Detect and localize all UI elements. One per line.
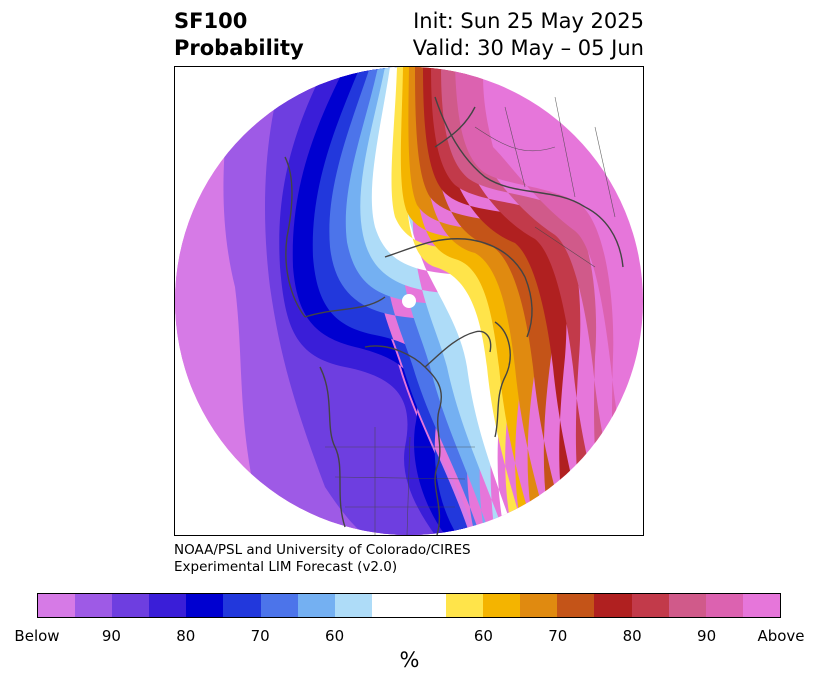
colorbar-swatch [112, 594, 150, 617]
coastlines [284, 96, 624, 535]
probability-map [174, 66, 644, 536]
colorbar [37, 593, 781, 618]
forecast-dates: Init: Sun 25 May 2025 Valid: 30 May – 05… [413, 8, 644, 62]
colorbar-swatch [334, 594, 372, 617]
colorbar-swatch [408, 594, 447, 617]
credit-line-1: NOAA/PSL and University of Colorado/CIRE… [174, 542, 471, 558]
colorbar-swatch [705, 594, 743, 617]
pole-marker [402, 294, 416, 308]
colorbar-swatch [371, 594, 409, 617]
colorbar-swatch [594, 594, 632, 617]
colorbar-tick-label: Above [757, 627, 805, 645]
colorbar-swatch [38, 594, 76, 617]
colorbar-swatch [631, 594, 669, 617]
colorbar-swatch [742, 594, 780, 617]
colorbar-tick-label: 60 [473, 627, 493, 645]
colorbar-tick-label: 60 [325, 627, 345, 645]
credit-line-2: Experimental LIM Forecast (v2.0) [174, 559, 398, 575]
colorbar-swatch [483, 594, 521, 617]
title-line-2: Probability [174, 36, 304, 60]
colorbar-tick-label: 70 [548, 627, 568, 645]
colorbar-swatch [186, 594, 224, 617]
colorbar-swatch [260, 594, 298, 617]
colorbar-swatch [75, 594, 113, 617]
map-svg [175, 67, 643, 535]
colorbar-tick-label: Below [14, 627, 60, 645]
colorbar-swatch [668, 594, 706, 617]
colorbar-swatch [520, 594, 558, 617]
colorbar-swatch [297, 594, 335, 617]
init-date: Init: Sun 25 May 2025 [413, 9, 644, 33]
colorbar-tick-label: 90 [101, 627, 121, 645]
colorbar-swatch [557, 594, 595, 617]
colorbar-swatch [446, 594, 484, 617]
title-line-1: SF100 [174, 9, 248, 33]
colorbar-swatch [223, 594, 261, 617]
colorbar-tick-label: 70 [250, 627, 270, 645]
political-borders [325, 96, 616, 535]
colorbar-tick-label: 90 [697, 627, 717, 645]
map-title: SF100 Probability [174, 8, 304, 62]
valid-date: Valid: 30 May – 05 Jun [412, 36, 644, 60]
colorbar-swatch [149, 594, 187, 617]
colorbar-unit: % [399, 648, 420, 672]
colorbar-tick-label: 80 [176, 627, 196, 645]
credit-text: NOAA/PSL and University of Colorado/CIRE… [174, 542, 471, 576]
colorbar-tick-label: 80 [622, 627, 642, 645]
colorbar-ticks: Below 90 80 70 60 60 70 80 90 Above [0, 627, 819, 647]
